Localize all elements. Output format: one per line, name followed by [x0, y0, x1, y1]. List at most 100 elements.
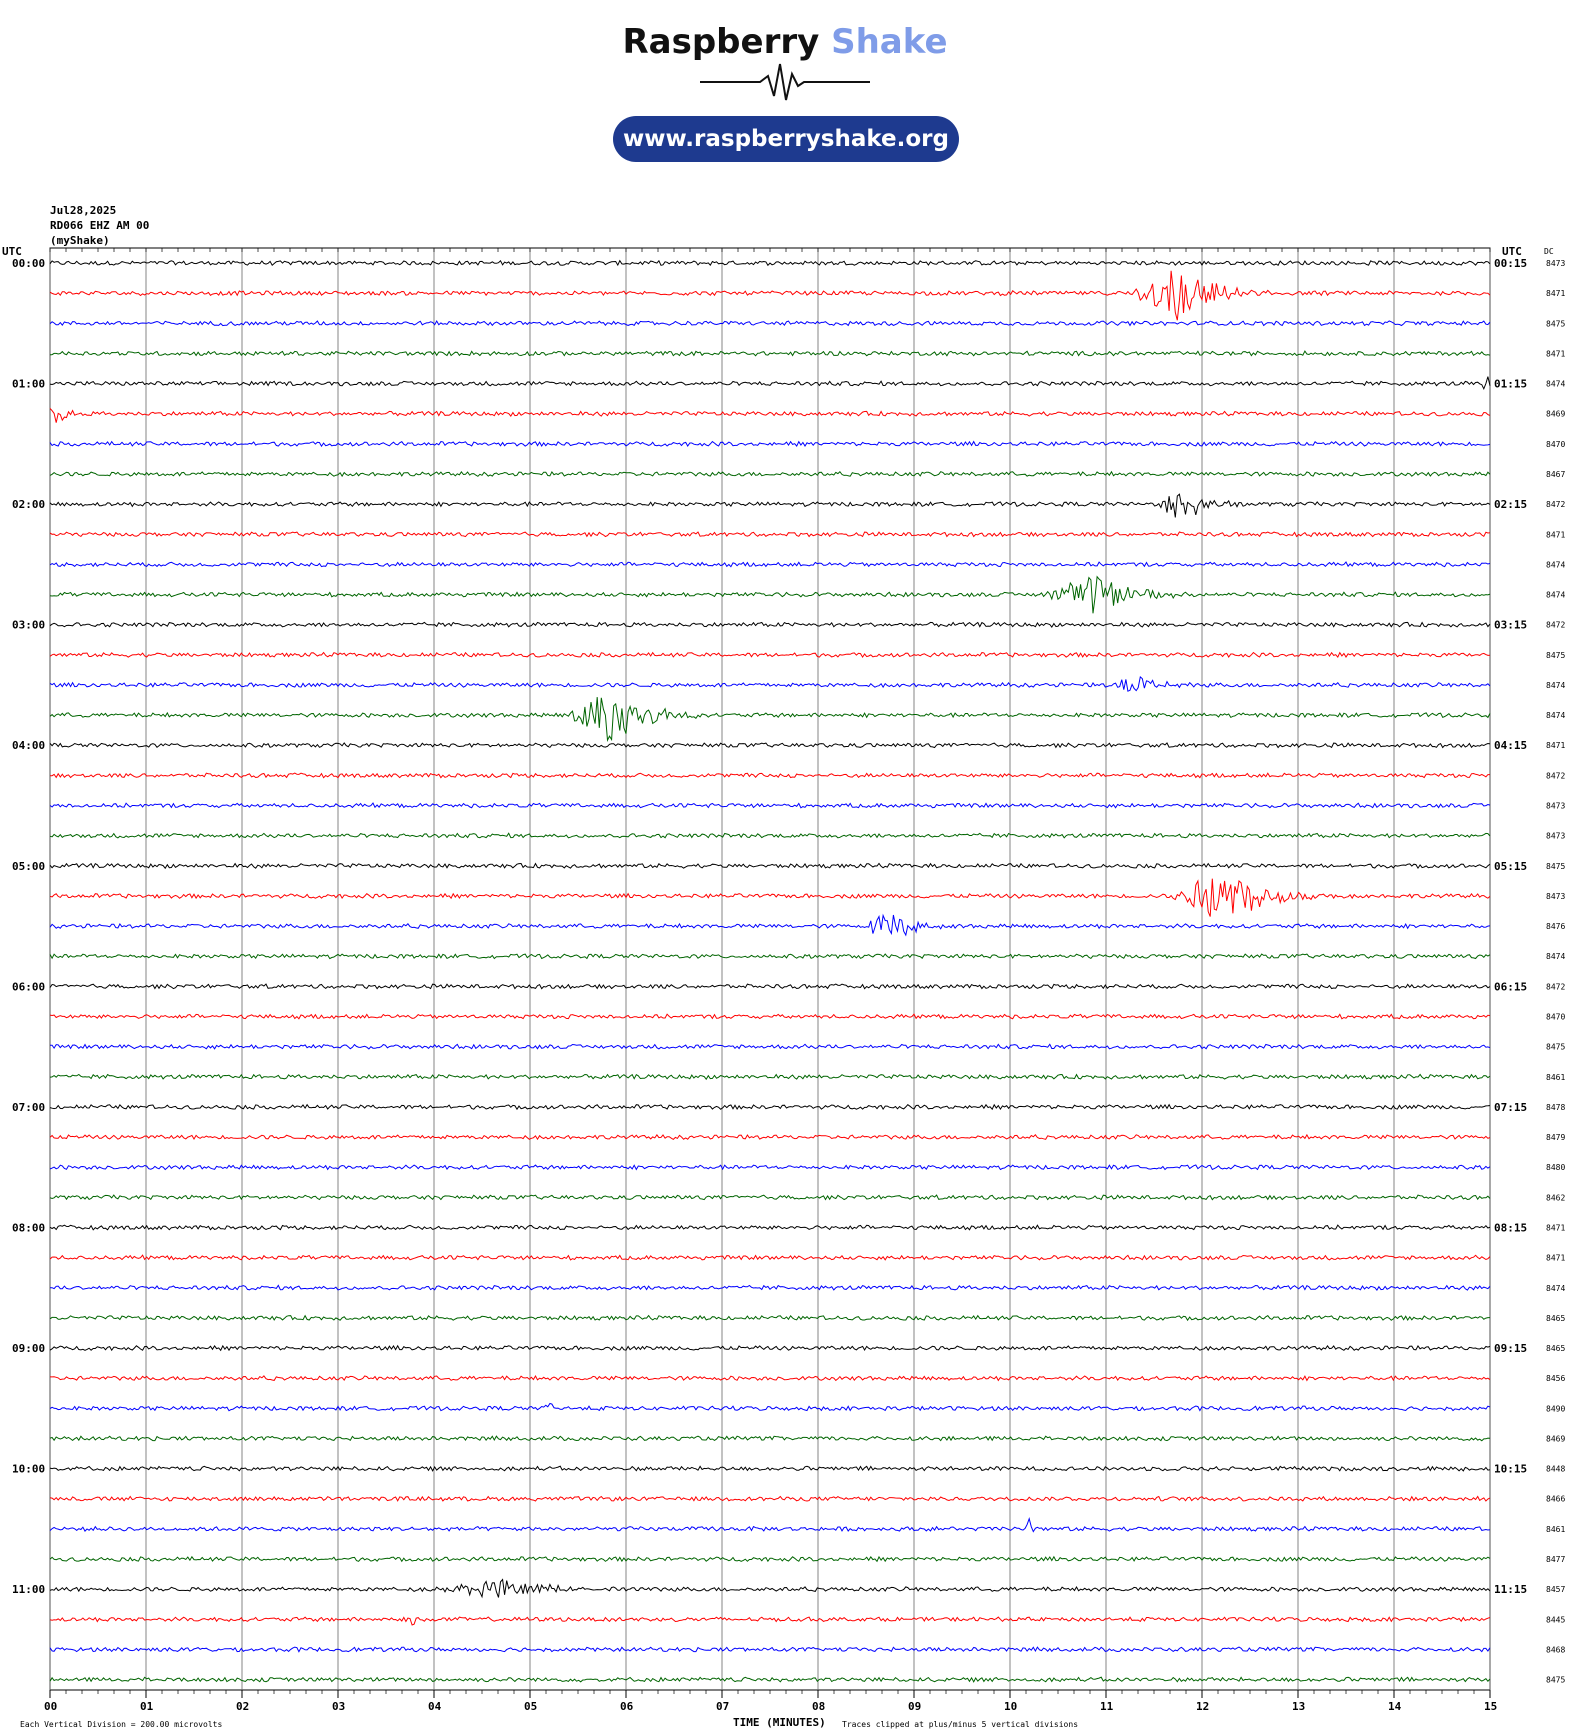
dc-value-label: 8465	[1546, 1344, 1565, 1353]
left-hour-label: 09:00	[12, 1342, 45, 1355]
dc-value-label: 8475	[1546, 1043, 1565, 1052]
dc-value-label: 8479	[1546, 1133, 1565, 1142]
dc-value-label: 8472	[1546, 500, 1565, 509]
website-url-link[interactable]: www.raspberryshake.org	[613, 116, 959, 162]
dc-value-label: 8473	[1546, 802, 1565, 811]
right-hour-label: 05:15	[1494, 860, 1527, 873]
header: Raspberry Shake www.raspberryshake.org J…	[0, 0, 1570, 247]
x-tick-label: 15	[1484, 1700, 1497, 1713]
station-channel: RD066 EHZ AM 00	[50, 219, 150, 232]
trace-line-37	[50, 1374, 1491, 1382]
trace-line-15	[49, 697, 1491, 743]
seismic-wave-logo-icon	[700, 63, 870, 101]
trace-line-10	[49, 561, 1491, 568]
dc-value-label: 8467	[1546, 470, 1565, 479]
trace-layer	[49, 259, 1491, 1683]
dc-value-label: 8475	[1546, 651, 1565, 660]
trace-line-42	[49, 1516, 1491, 1533]
trace-line-24	[49, 983, 1491, 990]
right-hour-label: 09:15	[1494, 1342, 1527, 1355]
trace-line-39	[49, 1435, 1491, 1442]
dc-value-label: 8445	[1546, 1615, 1565, 1624]
right-hour-label: 02:15	[1494, 498, 1527, 511]
x-axis-title: TIME (MINUTES)	[733, 1716, 826, 1729]
dc-value-label: 8471	[1546, 289, 1565, 298]
trace-line-5	[49, 407, 1491, 423]
trace-line-27	[49, 1073, 1491, 1081]
dc-value-label: 8471	[1546, 741, 1565, 750]
dc-value-label: 8474	[1546, 952, 1565, 961]
trace-line-11	[49, 575, 1491, 614]
dc-value-label: 8472	[1546, 621, 1565, 630]
x-tick-label: 08	[812, 1700, 825, 1713]
right-hour-label: 11:15	[1494, 1583, 1527, 1596]
x-tick-label: 10	[1004, 1700, 1017, 1713]
left-hour-label: 07:00	[12, 1101, 45, 1114]
trace-line-36	[49, 1344, 1491, 1352]
dc-value-label: 8490	[1546, 1404, 1565, 1413]
label-layer: 00 01 02 03 04 05 06 07 08 09 10 11 12 13 14 15 8473 00:0…	[12, 257, 1565, 1713]
left-hour-label: 04:00	[12, 739, 45, 752]
trace-line-29	[49, 1133, 1491, 1141]
dc-value-label: 8466	[1546, 1495, 1565, 1504]
dc-value-label: 8478	[1546, 1103, 1565, 1112]
x-tick-label: 05	[524, 1700, 537, 1713]
trace-line-1	[49, 270, 1491, 321]
left-hour-label: 00:00	[12, 257, 45, 270]
dc-value-label: 8471	[1546, 349, 1565, 358]
trace-line-44	[49, 1578, 1491, 1599]
dc-value-label: 8474	[1546, 681, 1565, 690]
dc-value-label: 8469	[1546, 1434, 1565, 1443]
dc-value-label: 8465	[1546, 1314, 1565, 1323]
right-utc-label: UTC	[1502, 245, 1522, 258]
plot-frame	[49, 247, 1491, 1691]
dc-value-label: 8470	[1546, 1013, 1565, 1022]
right-hour-label: 08:15	[1494, 1221, 1527, 1234]
trace-line-8	[49, 493, 1491, 518]
trace-line-14	[49, 675, 1491, 692]
dc-value-label: 8476	[1546, 922, 1565, 931]
left-hour-label: 06:00	[12, 980, 45, 993]
trace-line-34	[49, 1284, 1491, 1291]
dc-value-label: 8468	[1546, 1645, 1565, 1654]
right-hour-label: 00:15	[1494, 257, 1527, 270]
trace-line-47	[49, 1676, 1491, 1683]
station-info: Jul28,2025 RD066 EHZ AM 00 (myShake)	[50, 203, 149, 248]
brand-secondary: Shake	[831, 22, 948, 62]
trace-line-26	[50, 1043, 1491, 1050]
trace-line-41	[49, 1495, 1491, 1502]
x-tick-label: 09	[908, 1700, 921, 1713]
dc-value-label: 8448	[1546, 1465, 1565, 1474]
x-tick-label: 13	[1292, 1700, 1305, 1713]
dc-value-label: 8475	[1546, 862, 1565, 871]
dc-value-label: 8474	[1546, 711, 1565, 720]
trace-line-18	[49, 802, 1491, 809]
trace-line-9	[49, 531, 1491, 538]
dc-value-label: 8470	[1546, 440, 1565, 449]
right-hour-label: 06:15	[1494, 980, 1527, 993]
dc-value-label: 8456	[1546, 1374, 1565, 1383]
dc-value-label: 8472	[1546, 982, 1565, 991]
trace-line-38	[49, 1402, 1491, 1412]
dc-value-label: 8475	[1546, 319, 1565, 328]
dc-value-label: 8461	[1546, 1073, 1565, 1082]
left-hour-label: 08:00	[12, 1221, 45, 1234]
trace-line-17	[50, 772, 1490, 779]
trace-line-31	[49, 1194, 1491, 1201]
left-hour-label: 02:00	[12, 498, 45, 511]
trace-line-28	[49, 1103, 1491, 1111]
right-hour-label: 04:15	[1494, 739, 1527, 752]
dc-value-label: 8474	[1546, 560, 1565, 569]
x-tick-label: 03	[332, 1700, 345, 1713]
trace-line-25	[49, 1013, 1491, 1020]
x-tick-label: 14	[1388, 1700, 1402, 1713]
right-hour-label: 01:15	[1494, 378, 1527, 391]
trace-line-30	[49, 1164, 1491, 1171]
trace-line-33	[49, 1254, 1491, 1261]
dc-value-label: 8474	[1546, 380, 1565, 389]
station-date: Jul28,2025	[50, 204, 117, 217]
x-tick-label: 07	[716, 1700, 729, 1713]
left-hour-label: 10:00	[12, 1463, 45, 1476]
trace-line-45	[49, 1616, 1491, 1626]
